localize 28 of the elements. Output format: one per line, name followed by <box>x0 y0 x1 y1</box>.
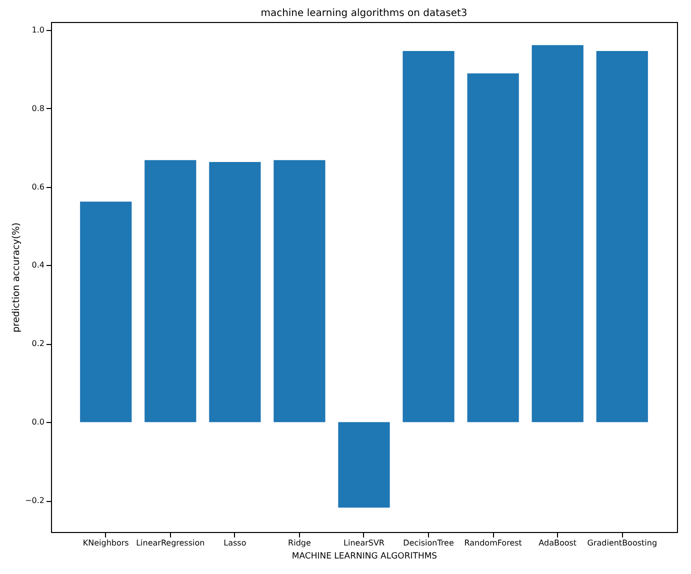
bar <box>338 422 390 508</box>
bar <box>596 51 648 422</box>
bar <box>209 162 261 422</box>
x-tick-label: Ridge <box>288 538 311 548</box>
x-tick-label: LinearRegression <box>136 538 205 548</box>
x-tick-label: LinearSVR <box>344 538 385 548</box>
y-tick-label: 1.0 <box>32 25 44 34</box>
y-tick-label: 0.8 <box>32 104 44 113</box>
x-tick-label: Lasso <box>224 538 246 548</box>
bar <box>532 45 584 422</box>
bar <box>144 160 196 422</box>
y-tick-label: −0.2 <box>25 496 44 506</box>
x-tick-label: AdaBoost <box>538 538 577 548</box>
y-tick-label: 0.6 <box>32 182 44 192</box>
y-axis-title: prediction accuracy(%) <box>11 222 22 332</box>
y-tick-label: 0.4 <box>32 260 44 270</box>
x-tick-label: GradientBoosting <box>587 538 658 548</box>
bar <box>80 202 132 422</box>
x-tick-label: KNeighbors <box>82 538 129 548</box>
x-tick-label: DecisionTree <box>403 538 454 548</box>
y-tick-label: 0.2 <box>32 339 44 348</box>
bar <box>274 160 326 422</box>
bar <box>467 73 519 422</box>
x-axis-title: MACHINE LEARNING ALGORITHMS <box>292 552 438 562</box>
y-tick-label: 0.0 <box>32 418 44 427</box>
chart-title: machine learning algorithms on dataset3 <box>260 8 468 19</box>
x-tick-label: RandomForest <box>464 538 522 548</box>
bar <box>402 51 454 422</box>
